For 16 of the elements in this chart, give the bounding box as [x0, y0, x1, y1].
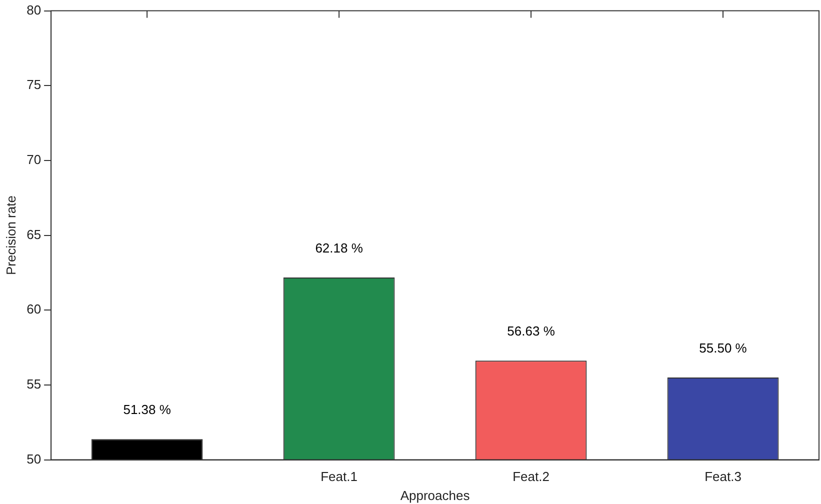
y-tick-label: 55: [26, 376, 42, 392]
y-tick-label: 50: [26, 451, 42, 466]
data-label: 62.18 %: [315, 240, 364, 256]
y-tick-label: 60: [26, 302, 42, 317]
y-tick-label: 70: [26, 152, 42, 168]
data-label: 51.38 %: [123, 402, 172, 418]
x-tick-label: Feat.2: [512, 469, 550, 484]
data-label: 56.63 %: [507, 324, 556, 339]
y-tick-label: 65: [26, 226, 42, 242]
y-axis-title: Precision rate: [3, 196, 18, 276]
x-tick-label: Feat.1: [320, 469, 358, 484]
x-tick-label: Feat.3: [704, 469, 742, 484]
y-tick-label: 80: [26, 2, 42, 18]
y-tick-label: 75: [26, 77, 42, 92]
x-axis-title: Approaches: [400, 488, 470, 503]
data-label: 55.50 %: [699, 340, 748, 356]
